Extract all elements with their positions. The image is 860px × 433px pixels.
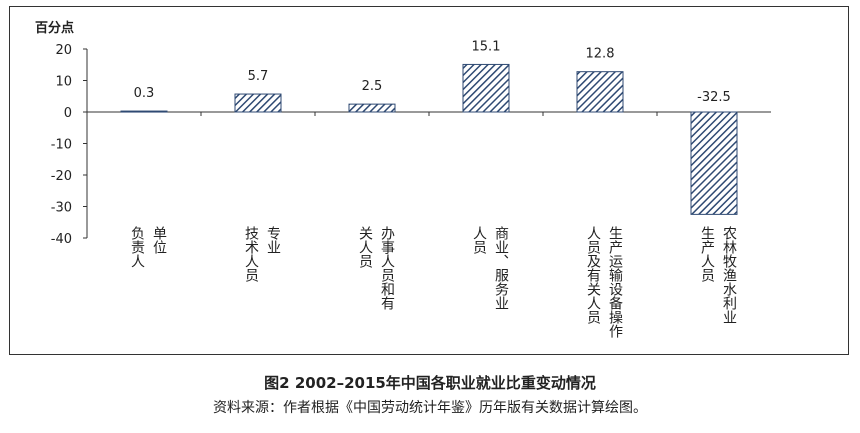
category-label-line: 办事人员和有 <box>379 226 395 310</box>
y-tick-label: -30 <box>51 201 72 216</box>
category-label-line: 专业 <box>265 226 281 254</box>
y-tick-label: 10 <box>55 75 72 90</box>
category-label: 农林牧渔水利业 生产人员 <box>699 226 737 324</box>
figure-title: 图2 2002–2015年中国各职业就业比重变动情况 <box>264 374 596 392</box>
chart-frame <box>9 6 849 355</box>
data-label: 15.1 <box>472 39 501 54</box>
category-label-line: 人员及有关人员 <box>585 226 601 324</box>
category-label: 生产运输设备操作 人员及有关人员 <box>585 226 623 338</box>
category-label-line: 生产人员 <box>699 226 715 282</box>
category-label-line: 单位 <box>151 226 167 254</box>
y-tick-label: 20 <box>55 43 72 58</box>
bar <box>234 93 282 113</box>
bar <box>690 111 738 215</box>
category-label-line: 技术人员 <box>243 226 259 282</box>
category-label: 办事人员和有 关人员 <box>357 226 395 310</box>
category-label-line: 关人员 <box>357 226 373 268</box>
data-label: 12.8 <box>586 47 615 62</box>
category-label-line: 农林牧渔水利业 <box>721 226 737 324</box>
category-label-line: 负责人 <box>129 226 145 268</box>
bar <box>348 103 396 113</box>
y-tick-label: -20 <box>51 169 72 184</box>
y-tick-label: 0 <box>64 106 72 121</box>
category-label: 单位 负责人 <box>129 226 167 268</box>
y-tick-label: -10 <box>51 138 72 153</box>
category-label-line: 人员 <box>471 226 487 254</box>
bar <box>576 71 624 113</box>
data-label: 5.7 <box>248 69 269 84</box>
bar <box>120 110 168 113</box>
category-label-line: 商业、服务业 <box>493 226 509 310</box>
category-label-line: 生产运输设备操作 <box>607 226 623 338</box>
category-label: 商业、服务业 人员 <box>471 226 509 310</box>
category-label: 专业 技术人员 <box>243 226 281 282</box>
y-tick-label: -40 <box>51 232 72 247</box>
data-label: 2.5 <box>362 79 383 94</box>
figure-source: 资料来源：作者根据《中国劳动统计年鉴》历年版有关数据计算绘图。 <box>213 400 647 416</box>
data-label: -32.5 <box>697 90 731 105</box>
y-axis-label: 百分点 <box>35 21 75 36</box>
data-label: 0.3 <box>134 86 155 101</box>
bar <box>462 63 510 113</box>
